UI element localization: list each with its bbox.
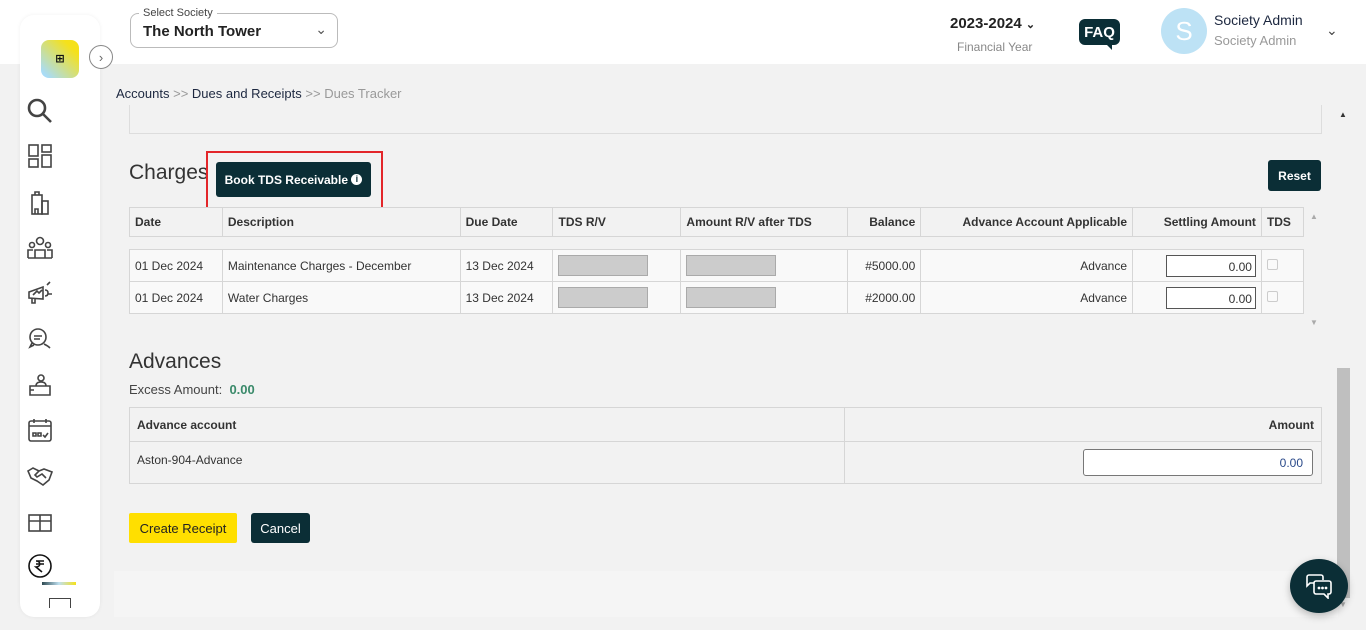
society-select[interactable]: Select Society The North Tower ⌄ <box>130 7 338 48</box>
excess-amount-label: Excess Amount: <box>129 382 223 397</box>
cell-description: Maintenance Charges - December <box>221 249 461 282</box>
cell-advance: Advance <box>920 249 1133 282</box>
table-header-row: Advance account Amount <box>128 407 1322 442</box>
col-amount: Amount <box>844 407 1322 442</box>
handshake-icon[interactable] <box>24 460 56 492</box>
advances-title: Advances <box>129 350 222 373</box>
breadcrumb-separator: >> <box>173 86 189 101</box>
charges-title: Charges <box>129 161 209 184</box>
user-role: Society Admin <box>1214 33 1297 48</box>
app-logo[interactable]: ⊞ <box>41 40 79 78</box>
footer-area <box>114 571 1338 617</box>
col-tds-rv: TDS R/V <box>552 207 682 237</box>
financial-year-value: 2023-2024 <box>950 15 1022 32</box>
table-row: 01 Dec 2024 Water Charges 13 Dec 2024 #2… <box>129 281 1305 314</box>
avatar[interactable]: S <box>1161 8 1207 54</box>
amount-after-tds-input-disabled <box>686 255 777 276</box>
scroll-down-arrow[interactable]: ▼ <box>1339 600 1347 609</box>
tds-rv-input-disabled <box>558 255 649 276</box>
chevron-down-icon: ⌄ <box>1025 19 1036 31</box>
col-settling-amount: Settling Amount <box>1132 207 1262 237</box>
breadcrumb: Accounts >> Dues and Receipts >> Dues Tr… <box>116 86 402 101</box>
cell-advance: Advance <box>920 281 1133 314</box>
cell-due-date: 13 Dec 2024 <box>459 281 554 314</box>
col-description: Description <box>221 207 461 237</box>
search-icon[interactable] <box>24 95 56 127</box>
chat-icon <box>1306 574 1332 599</box>
book-tds-label: Book TDS Receivable <box>224 172 349 187</box>
settling-amount-input[interactable]: 0.00 <box>1165 254 1256 277</box>
scroll-up-arrow[interactable]: ▲ <box>1339 110 1347 119</box>
society-select-label: Select Society <box>139 7 217 19</box>
table-row: 01 Dec 2024 Maintenance Charges - Decemb… <box>129 249 1305 282</box>
col-date: Date <box>129 207 223 237</box>
col-due-date: Due Date <box>459 207 554 237</box>
amount-after-tds-input-disabled <box>686 287 777 308</box>
tds-checkbox[interactable] <box>1266 290 1278 302</box>
charges-table: Date Description Due Date TDS R/V Amount… <box>129 207 1305 314</box>
cell-due-date: 13 Dec 2024 <box>459 249 554 282</box>
chevron-down-icon: ⌄ <box>315 21 327 37</box>
cell-advance-account: Aston-904-Advance <box>128 441 846 484</box>
reset-button[interactable]: Reset <box>1268 160 1321 191</box>
faq-button[interactable]: FAQ <box>1079 19 1120 50</box>
col-balance: Balance <box>847 207 922 237</box>
book-tds-receivable-button[interactable]: Book TDS Receivable i <box>216 162 371 197</box>
cell-description: Water Charges <box>221 281 461 314</box>
settling-amount-input[interactable]: 0.00 <box>1165 286 1256 309</box>
tds-checkbox[interactable] <box>1266 258 1278 270</box>
advances-table: Advance account Amount Aston-904-Advance … <box>128 407 1322 484</box>
excess-amount: Excess Amount: 0.00 <box>129 382 255 397</box>
table-row: Aston-904-Advance 0.00 <box>128 441 1322 484</box>
cancel-button[interactable]: Cancel <box>251 513 310 543</box>
spacer-row <box>129 236 1304 250</box>
filter-panel <box>129 105 1322 134</box>
active-indicator <box>42 582 76 585</box>
info-icon: i <box>351 174 363 185</box>
user-menu-chevron-icon[interactable]: ⌄ <box>1326 22 1338 38</box>
society-select-value: The North Tower <box>143 23 262 40</box>
breadcrumb-separator: >> <box>305 86 321 101</box>
sidebar-toggle-button[interactable]: › <box>89 45 113 69</box>
more-icon[interactable] <box>49 598 71 608</box>
chat-support-button[interactable] <box>1290 559 1348 613</box>
breadcrumb-accounts[interactable]: Accounts <box>116 86 170 101</box>
breadcrumb-dues-tracker: Dues Tracker <box>324 86 402 101</box>
amenities-icon[interactable] <box>24 505 56 537</box>
create-receipt-button[interactable]: Create Receipt <box>129 513 237 543</box>
page-scrollbar[interactable] <box>1337 368 1350 598</box>
col-advance-account: Advance account <box>128 407 846 442</box>
rupee-icon[interactable] <box>24 550 56 582</box>
announcement-icon[interactable] <box>24 278 56 310</box>
excess-amount-value: 0.00 <box>229 382 255 397</box>
col-amount-after-tds: Amount R/V after TDS <box>680 207 849 237</box>
breadcrumb-dues-and-receipts[interactable]: Dues and Receipts <box>191 86 302 101</box>
col-advance-applicable: Advance Account Applicable <box>920 207 1133 237</box>
calendar-icon[interactable] <box>24 414 56 446</box>
members-icon[interactable] <box>24 232 56 264</box>
financial-year-select[interactable]: 2023-2024 ⌄ <box>950 15 1035 32</box>
cell-balance: #5000.00 <box>847 249 922 282</box>
table-header-row: Date Description Due Date TDS R/V Amount… <box>129 207 1305 237</box>
cell-date: 01 Dec 2024 <box>129 281 223 314</box>
table-scroll-up-arrow[interactable]: ▲ <box>1310 212 1318 221</box>
user-name: Society Admin <box>1214 12 1303 28</box>
financial-year-label: Financial Year <box>957 40 1033 54</box>
helpdesk-icon[interactable] <box>24 369 56 401</box>
table-scroll-down-arrow[interactable]: ▼ <box>1310 318 1318 327</box>
tds-rv-input-disabled <box>558 287 649 308</box>
cell-balance: #2000.00 <box>847 281 922 314</box>
building-icon[interactable] <box>24 187 56 219</box>
chat-bubbles-icon[interactable] <box>24 323 56 355</box>
col-tds: TDS <box>1260 207 1305 237</box>
advance-amount-input[interactable]: 0.00 <box>1083 449 1313 476</box>
cell-date: 01 Dec 2024 <box>129 249 223 282</box>
dashboard-icon[interactable] <box>24 140 56 172</box>
top-bar <box>0 0 1366 64</box>
